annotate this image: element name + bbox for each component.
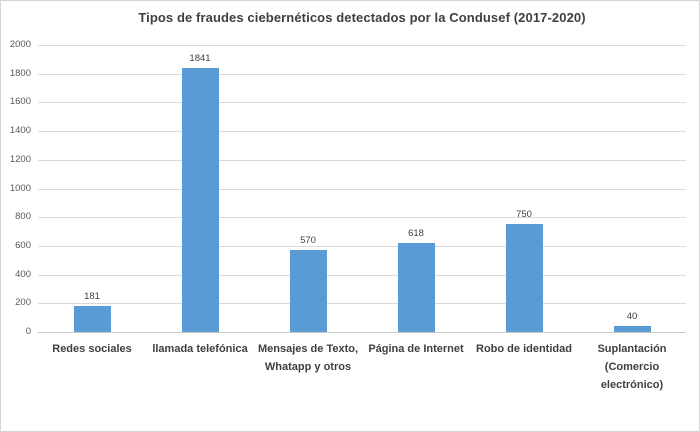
y-axis-label: 2000 bbox=[9, 39, 31, 50]
category-label-line: (Comercio bbox=[604, 361, 660, 373]
category-label: Suplantación (Comercio electrónico) bbox=[570, 340, 694, 394]
bar-value-label: 181 bbox=[84, 291, 100, 302]
y-axis-label: 1600 bbox=[9, 96, 31, 108]
category-label-line: Redes sociales bbox=[52, 343, 132, 355]
category-label: Página de Internet bbox=[354, 340, 478, 358]
y-axis-label: 800 bbox=[15, 211, 31, 223]
y-axis-label: 1400 bbox=[9, 125, 31, 137]
bar-value-label: 40 bbox=[626, 311, 638, 323]
gridline bbox=[38, 274, 686, 276]
category-label-line: Mensajes de Texto, bbox=[257, 343, 359, 355]
gridline bbox=[38, 303, 686, 305]
category-label: Redes sociales bbox=[30, 340, 154, 358]
category-label: llamada telefónica bbox=[138, 340, 262, 358]
category-label-line: electrónico) bbox=[600, 379, 664, 391]
category-label: Robo de identidad bbox=[462, 340, 586, 358]
category-label-line: llamada telefónica bbox=[152, 343, 248, 355]
category-label-line: Whatapp y otros bbox=[264, 361, 352, 373]
chart-title: Tipos de fraudes ciebernéticos detectado… bbox=[138, 10, 586, 25]
bar-value-label: 618 bbox=[408, 228, 424, 240]
category-label-line: Suplantación bbox=[597, 343, 667, 355]
bar bbox=[289, 250, 327, 332]
category-label-line: Página de Internet bbox=[368, 343, 464, 355]
y-axis-label: 1200 bbox=[9, 153, 31, 165]
gridline bbox=[38, 73, 686, 75]
bar bbox=[73, 306, 111, 332]
y-axis-label: 1800 bbox=[9, 67, 31, 79]
bar-value-label: 750 bbox=[516, 209, 532, 221]
gridline bbox=[38, 217, 686, 219]
category-label-line: Robo de identidad bbox=[476, 343, 572, 355]
gridline bbox=[38, 131, 686, 133]
bar bbox=[181, 67, 219, 332]
gridline bbox=[38, 45, 686, 46]
bar-value-label: 570 bbox=[300, 235, 316, 247]
bar bbox=[613, 326, 651, 332]
y-axis-label: 0 bbox=[25, 326, 31, 337]
y-axis-label: 1000 bbox=[9, 182, 31, 194]
gridline bbox=[38, 188, 686, 190]
plot-area: 181 1841 570 618 750 40 bbox=[38, 45, 686, 333]
gridline bbox=[38, 102, 686, 104]
y-axis-label: 200 bbox=[15, 297, 31, 309]
category-label: Mensajes de Texto, Whatapp y otros bbox=[246, 340, 370, 376]
bar bbox=[505, 224, 543, 332]
y-axis-label: 400 bbox=[15, 268, 31, 280]
gridline bbox=[38, 332, 686, 333]
y-axis-label: 600 bbox=[15, 239, 31, 251]
gridline bbox=[38, 159, 686, 161]
gridline bbox=[38, 245, 686, 247]
bar bbox=[397, 243, 435, 332]
bar-value-label: 1841 bbox=[189, 52, 211, 64]
